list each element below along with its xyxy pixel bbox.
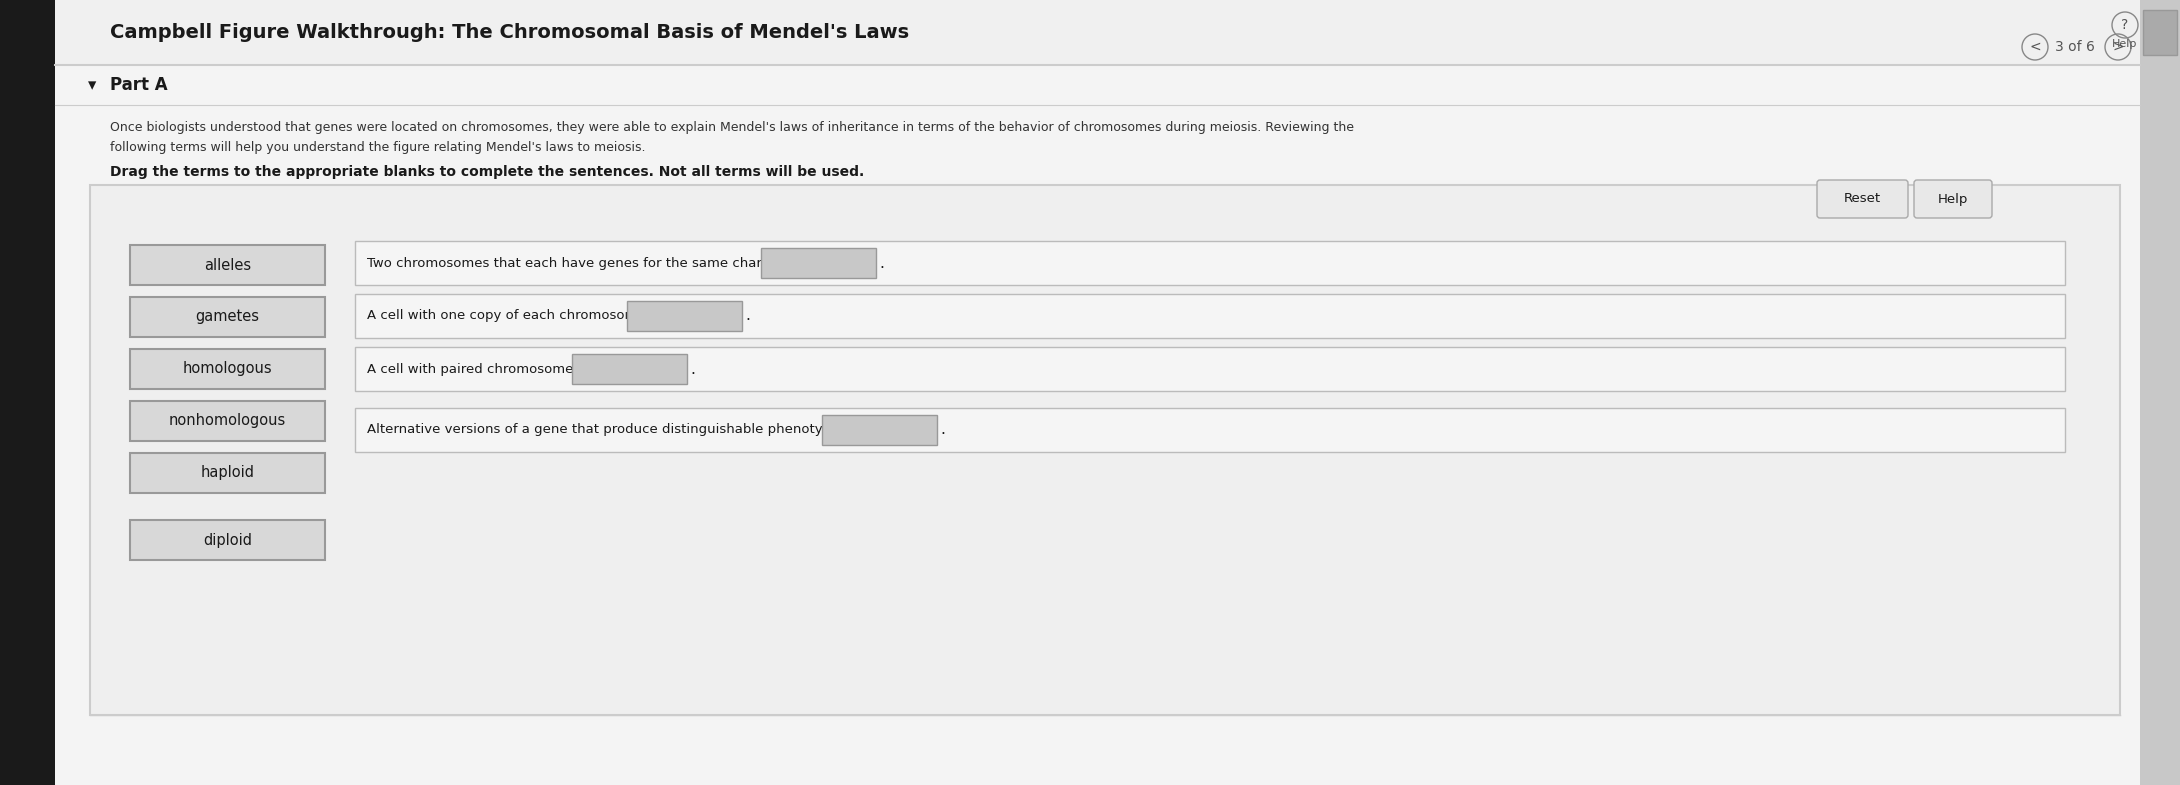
FancyBboxPatch shape — [89, 185, 2119, 715]
FancyBboxPatch shape — [0, 0, 54, 785]
FancyBboxPatch shape — [131, 349, 325, 389]
Text: Once biologists understood that genes were located on chromosomes, they were abl: Once biologists understood that genes we… — [109, 122, 1354, 134]
Text: alleles: alleles — [205, 257, 251, 272]
Text: .: . — [879, 255, 885, 271]
FancyBboxPatch shape — [131, 297, 325, 337]
Text: .: . — [746, 309, 750, 323]
FancyBboxPatch shape — [822, 415, 937, 445]
FancyBboxPatch shape — [54, 0, 2141, 65]
Text: .: . — [940, 422, 946, 437]
Text: Part A: Part A — [109, 76, 168, 94]
FancyBboxPatch shape — [1816, 180, 1908, 218]
Text: Reset: Reset — [1844, 192, 1881, 206]
FancyBboxPatch shape — [2141, 0, 2180, 785]
Text: 3 of 6: 3 of 6 — [2056, 40, 2095, 54]
Text: ▾: ▾ — [87, 76, 96, 94]
FancyBboxPatch shape — [131, 520, 325, 560]
FancyBboxPatch shape — [761, 248, 876, 278]
FancyBboxPatch shape — [131, 401, 325, 441]
FancyBboxPatch shape — [355, 408, 2064, 452]
Text: Two chromosomes that each have genes for the same characters are: Two chromosomes that each have genes for… — [366, 257, 828, 269]
FancyBboxPatch shape — [355, 347, 2064, 391]
Text: nonhomologous: nonhomologous — [168, 414, 286, 429]
Text: Help: Help — [1938, 192, 1969, 206]
FancyBboxPatch shape — [1914, 180, 1993, 218]
Text: ?: ? — [2121, 18, 2128, 32]
Text: gametes: gametes — [196, 309, 259, 324]
FancyBboxPatch shape — [131, 245, 325, 285]
FancyBboxPatch shape — [628, 301, 741, 331]
FancyBboxPatch shape — [2143, 10, 2178, 55]
FancyBboxPatch shape — [54, 0, 2141, 785]
FancyBboxPatch shape — [573, 354, 687, 384]
Text: A cell with one copy of each chromosome is: A cell with one copy of each chromosome … — [366, 309, 661, 323]
Text: diploid: diploid — [203, 532, 253, 547]
Text: Campbell Figure Walkthrough: The Chromosomal Basis of Mendel's Laws: Campbell Figure Walkthrough: The Chromos… — [109, 24, 909, 42]
FancyBboxPatch shape — [355, 241, 2064, 285]
Text: Drag the terms to the appropriate blanks to complete the sentences. Not all term: Drag the terms to the appropriate blanks… — [109, 165, 863, 179]
Text: Help: Help — [2112, 39, 2139, 49]
FancyBboxPatch shape — [355, 294, 2064, 338]
Text: Alternative versions of a gene that produce distinguishable phenotypes are: Alternative versions of a gene that prod… — [366, 423, 872, 436]
Text: <: < — [2030, 40, 2040, 54]
Text: following terms will help you understand the figure relating Mendel's laws to me: following terms will help you understand… — [109, 141, 645, 154]
FancyBboxPatch shape — [131, 453, 325, 493]
Text: haploid: haploid — [201, 466, 255, 480]
Text: homologous: homologous — [183, 362, 272, 377]
Text: .: . — [691, 362, 695, 377]
Text: >: > — [2112, 40, 2123, 54]
Text: A cell with paired chromosomes is: A cell with paired chromosomes is — [366, 363, 595, 375]
